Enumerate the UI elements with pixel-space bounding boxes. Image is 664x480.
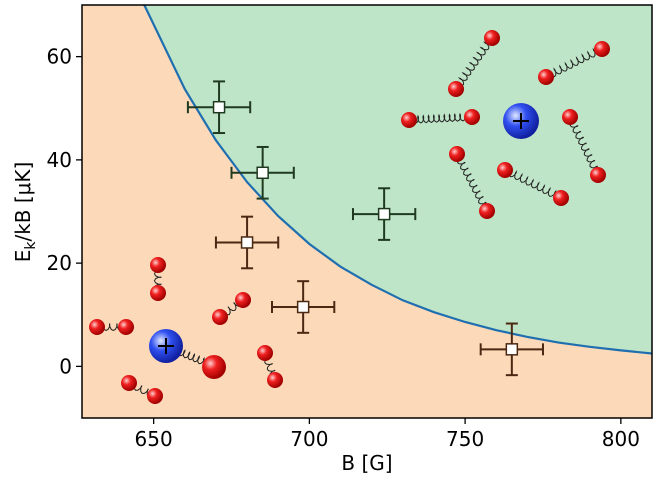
axes: 650 700 750 800 0 20 40 60 (47, 45, 640, 451)
y-label-sub: k (23, 241, 39, 250)
data-layer (143, 5, 652, 377)
spring (502, 167, 563, 200)
x-tick-label: 750 (446, 427, 484, 451)
spring (454, 153, 490, 212)
sphere (235, 292, 251, 308)
point-marker (296, 300, 310, 314)
sphere (212, 309, 228, 325)
data-point (230, 145, 295, 200)
sphere (594, 41, 610, 57)
sphere (464, 109, 480, 125)
y-tick-label: 20 (47, 251, 72, 275)
y-label-main: E (11, 250, 35, 263)
data-point (186, 80, 252, 135)
sphere (562, 109, 578, 125)
sphere (89, 319, 105, 335)
x-tick-label: 650 (135, 427, 173, 451)
sphere (257, 345, 273, 361)
point-marker (212, 100, 226, 114)
sphere (553, 190, 569, 206)
sphere (497, 162, 513, 178)
sphere (267, 372, 283, 388)
point-marker (240, 236, 254, 249)
point-marker (377, 207, 391, 221)
point-marker (505, 343, 519, 356)
plus-sign (513, 113, 529, 129)
boundary-curve (143, 5, 652, 355)
spring (545, 44, 603, 80)
sphere (118, 319, 134, 335)
plot-frame (81, 4, 653, 419)
x-axis-label: B [G] (341, 451, 392, 475)
data-point (271, 280, 336, 334)
sphere (449, 146, 465, 162)
x-tick-label: 700 (290, 427, 328, 451)
point-marker (256, 166, 269, 180)
data-point (351, 187, 417, 241)
sphere (484, 30, 500, 46)
y-axis-label: Ek/kB [μK] (11, 162, 39, 263)
region-above (144, 5, 652, 354)
y-label-rest: /kB [μK] (11, 162, 35, 242)
sphere (448, 81, 464, 97)
data-point (479, 322, 544, 377)
sphere (202, 355, 226, 379)
sphere (150, 285, 166, 301)
sphere (479, 203, 495, 219)
y-tick-label: 40 (47, 148, 72, 172)
x-tick-label: 800 (602, 427, 640, 451)
plus-sign (158, 338, 174, 354)
y-tick-label: 0 (59, 354, 72, 378)
sphere (401, 112, 417, 128)
sphere (590, 167, 606, 183)
sphere (150, 257, 166, 273)
sphere (538, 69, 554, 85)
spring (454, 36, 493, 92)
sphere (121, 375, 137, 391)
spring (178, 348, 205, 365)
y-tick-label: 60 (47, 45, 72, 69)
spring (566, 116, 601, 176)
data-point (214, 215, 280, 270)
illustration (89, 30, 610, 404)
spring (408, 112, 473, 124)
sphere (147, 388, 163, 404)
